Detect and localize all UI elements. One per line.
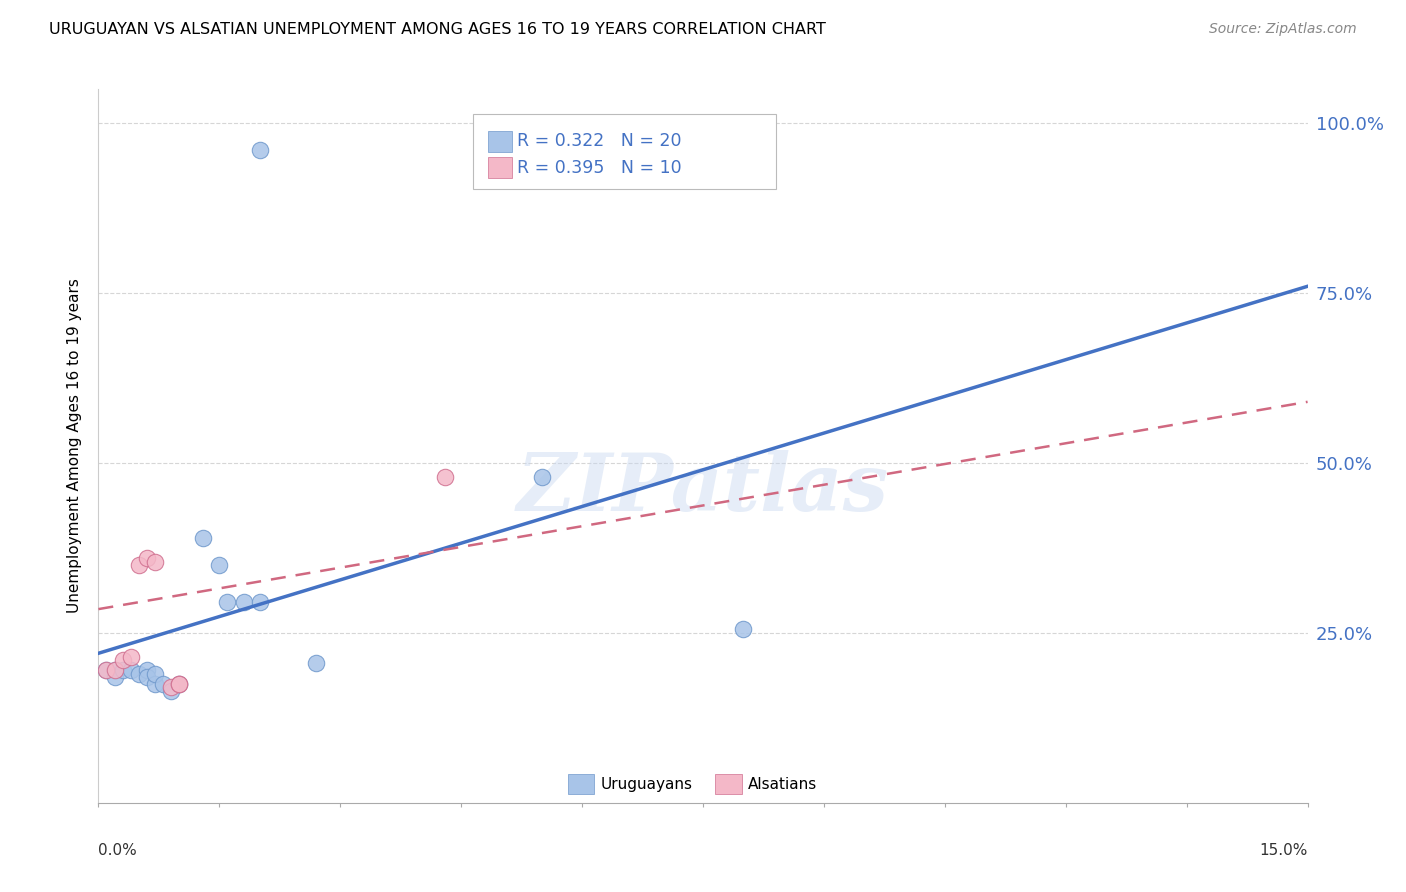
Point (103, 670, 125, 684)
Text: ZIPatlas: ZIPatlas (517, 450, 889, 527)
Point (135, 670, 157, 684)
Point (111, 663, 134, 677)
Point (249, 595, 271, 609)
Point (143, 555, 166, 569)
Point (232, 595, 254, 609)
Point (530, 469, 553, 483)
Point (135, 663, 157, 677)
Point (217, 595, 239, 609)
Text: R = 0.395   N = 10: R = 0.395 N = 10 (517, 159, 682, 177)
Point (135, 551, 157, 566)
Point (103, 663, 125, 677)
Point (143, 677, 166, 691)
FancyBboxPatch shape (474, 114, 776, 189)
Point (193, 531, 215, 545)
Point (167, 677, 190, 691)
Point (160, 680, 183, 694)
Y-axis label: Unemployment Among Ages 16 to 19 years: Unemployment Among Ages 16 to 19 years (67, 278, 83, 614)
Point (434, 469, 457, 483)
Point (120, 649, 142, 664)
Point (152, 677, 174, 691)
Point (96, 663, 118, 677)
Point (208, 558, 231, 572)
Point (249, 144, 271, 158)
Point (160, 683, 183, 698)
Bar (568, 774, 595, 794)
Point (143, 666, 166, 681)
Text: Alsatians: Alsatians (748, 777, 817, 792)
Point (111, 653, 134, 667)
Text: 15.0%: 15.0% (1260, 843, 1308, 858)
Text: Source: ZipAtlas.com: Source: ZipAtlas.com (1209, 22, 1357, 37)
Point (167, 677, 190, 691)
Point (733, 623, 755, 637)
Point (128, 558, 150, 572)
Point (305, 657, 328, 671)
Point (128, 666, 150, 681)
Point (103, 663, 125, 677)
Point (167, 677, 190, 691)
Bar (716, 774, 742, 794)
Text: Uruguayans: Uruguayans (600, 777, 692, 792)
Point (96, 663, 118, 677)
Bar (488, 157, 512, 178)
Bar (488, 130, 512, 152)
Text: 0.0%: 0.0% (98, 843, 138, 858)
Point (120, 663, 142, 677)
Text: R = 0.322   N = 20: R = 0.322 N = 20 (517, 132, 682, 150)
Text: URUGUAYAN VS ALSATIAN UNEMPLOYMENT AMONG AGES 16 TO 19 YEARS CORRELATION CHART: URUGUAYAN VS ALSATIAN UNEMPLOYMENT AMONG… (49, 22, 827, 37)
